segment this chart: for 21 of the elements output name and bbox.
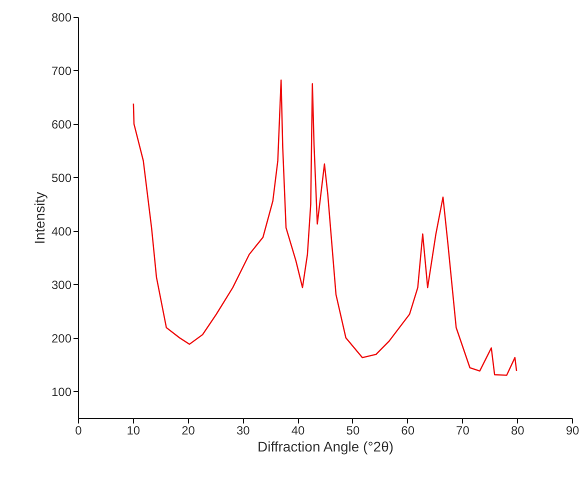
x-tick-label: 20: [182, 424, 196, 438]
x-tick-label: 90: [566, 424, 580, 438]
x-tick-label: 50: [346, 424, 360, 438]
y-axis-title: Intensity: [31, 192, 48, 244]
x-tick-label: 80: [510, 424, 525, 438]
x-tick-label: 0: [75, 424, 82, 438]
y-tick-label: 100: [51, 384, 72, 399]
y-tick-label: 300: [51, 278, 72, 292]
x-tick-label: 30: [236, 424, 250, 438]
x-tick-label: 10: [126, 424, 140, 438]
line-series: [132, 79, 518, 376]
y-tick-label: 400: [51, 224, 72, 238]
x-tick-label: 60: [401, 424, 415, 438]
y-tick-label: 800: [51, 10, 72, 24]
x-axis-title: Diffraction Angle (°2θ): [257, 438, 394, 454]
x-tick-label: 40: [291, 424, 306, 438]
y-tick-label: 200: [51, 331, 72, 346]
y-tick-label: 500: [51, 170, 72, 185]
x-tick-label: 70: [456, 424, 470, 438]
y-tick-label: 700: [51, 64, 72, 78]
y-tick-label: 600: [51, 117, 72, 132]
